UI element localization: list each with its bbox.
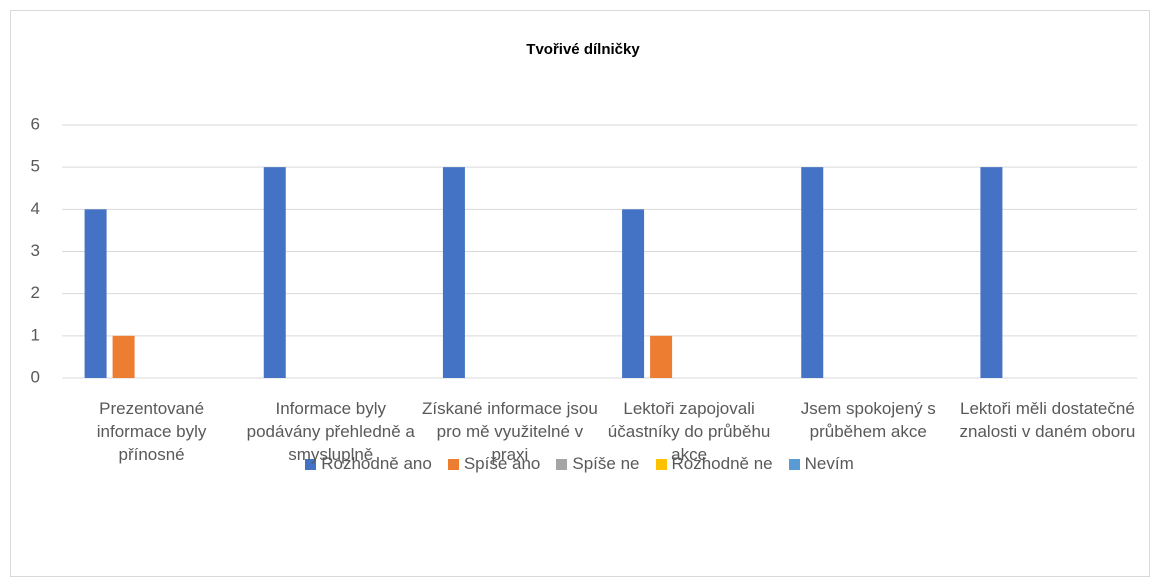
legend-swatch — [447, 458, 459, 470]
bar — [622, 209, 645, 378]
y-tick-label: 6 — [31, 114, 40, 133]
legend-swatch — [655, 458, 667, 470]
legend-item: Rozhodně ano — [305, 454, 432, 474]
y-tick-label: 1 — [31, 325, 40, 344]
legend-label: Rozhodně ne — [671, 454, 773, 473]
legend-item: Spíše ano — [447, 454, 541, 474]
bar — [442, 167, 465, 378]
bar — [980, 167, 1003, 378]
bar — [801, 167, 824, 378]
bar — [263, 167, 286, 378]
y-tick-label: 4 — [31, 199, 40, 218]
legend-label: Spíše ne — [572, 454, 640, 473]
legend-swatch — [556, 458, 568, 470]
x-tick-label: Získané informace jsou pro mě využitelné… — [422, 399, 598, 464]
x-tick-label: Lektoři měli dostatečné znalosti v daném… — [959, 399, 1136, 441]
legend-item: Rozhodně ne — [655, 454, 773, 474]
x-tick-label: Jsem spokojený s průběhem akce — [800, 399, 936, 441]
y-tick-label: 2 — [31, 283, 40, 302]
bar — [650, 335, 673, 378]
x-tick-label: Lektoři zapojovali účastníky do průběhu … — [607, 399, 771, 464]
legend-item: Spíše ne — [556, 454, 640, 474]
legend-label: Spíše ano — [463, 454, 541, 473]
legend-label: Nevím — [804, 454, 854, 473]
y-tick-label: 5 — [31, 157, 40, 176]
y-tick-label: 3 — [31, 241, 40, 260]
bar — [84, 209, 107, 378]
x-tick-label: Prezentované informace byly přínosné — [96, 399, 207, 464]
y-tick-label: 0 — [31, 367, 40, 386]
bar — [112, 335, 135, 378]
legend-swatch — [305, 458, 317, 470]
legend-label: Rozhodně ano — [321, 454, 432, 473]
legend: Rozhodně ano Spíše ano Spíše ne Rozhodně ne… — [0, 454, 1159, 474]
chart-title: Tvořivé dílničky — [526, 41, 640, 58]
legend-item: Nevím — [788, 454, 854, 474]
x-tick-label: Informace byly podávány přehledně a smys… — [246, 399, 415, 464]
legend-swatch — [788, 458, 800, 470]
